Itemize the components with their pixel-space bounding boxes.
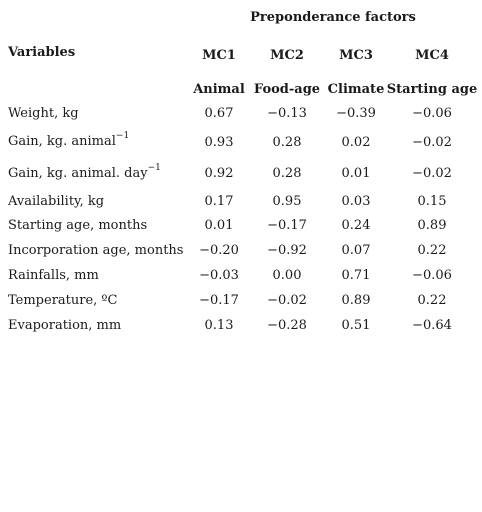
row-label-text: Evaporation, mm	[8, 318, 122, 333]
row-label-text: Starting age, months	[8, 218, 148, 233]
table-cell: 0.03	[341, 194, 371, 209]
table-cell: −0.06	[412, 268, 452, 283]
table-cell: 0.71	[341, 268, 371, 283]
column-code-2: MC2	[270, 48, 304, 63]
table-cell: −0.02	[267, 293, 307, 308]
table-cell: −0.02	[412, 135, 452, 150]
table-cell: 0.15	[417, 194, 447, 209]
column-name-1: Animal	[193, 82, 245, 97]
table-cell: 0.17	[204, 194, 234, 209]
table-cell: −0.39	[336, 106, 376, 121]
table-cell: 0.92	[204, 166, 234, 181]
table-cell: 0.13	[204, 318, 234, 333]
table-cell: −0.28	[267, 318, 307, 333]
table-cell: 0.00	[272, 268, 302, 283]
row-label: Rainfalls, mm	[8, 268, 99, 284]
table-cell: 0.24	[341, 218, 371, 233]
row-label-text: Incorporation age, months	[8, 243, 184, 258]
column-code-1: MC1	[202, 48, 236, 63]
table-cell: 0.93	[204, 135, 234, 150]
row-label-text: Gain, kg. animal	[8, 134, 116, 149]
row-label-text: Temperature, ºC	[8, 293, 118, 308]
row-label-superscript: −1	[115, 130, 130, 141]
row-label: Availability, kg	[8, 194, 104, 210]
table-cell: −0.17	[267, 218, 307, 233]
row-label: Incorporation age, months	[8, 243, 183, 259]
column-name-2: Food-age	[253, 82, 321, 97]
table-cell: 0.22	[417, 243, 447, 258]
table-cell: −0.13	[267, 106, 307, 121]
column-name-3: Climate	[327, 82, 385, 97]
table-cell: −0.03	[199, 268, 239, 283]
table-cell: 0.28	[272, 166, 302, 181]
table-cell: 0.95	[272, 194, 302, 209]
column-code-4: MC4	[415, 48, 449, 63]
group-header: Preponderance factors	[250, 10, 416, 25]
table-cell: 0.89	[341, 293, 371, 308]
column-name-4: Starting age	[386, 82, 478, 97]
table-cell: 0.28	[272, 135, 302, 150]
table-cell: −0.92	[267, 243, 307, 258]
row-label-superscript: −1	[147, 162, 161, 173]
row-label-text: Gain, kg. animal. day	[8, 166, 148, 181]
table-cell: −0.20	[199, 243, 239, 258]
variables-header: Variables	[8, 45, 76, 60]
row-label: Temperature, ºC	[8, 293, 118, 309]
row-label-text: Availability, kg	[8, 194, 105, 209]
row-label: Starting age, months	[8, 218, 147, 234]
table-cell: 0.01	[341, 166, 371, 181]
table-cell: −0.06	[412, 106, 452, 121]
column-code-3: MC3	[339, 48, 373, 63]
table-cell: 0.51	[341, 318, 371, 333]
row-label: Weight, kg	[8, 106, 79, 122]
row-label-text: Rainfalls, mm	[8, 268, 99, 283]
table-cell: 0.89	[417, 218, 447, 233]
table-cell: −0.17	[199, 293, 239, 308]
table-cell: 0.02	[341, 135, 371, 150]
row-label: Evaporation, mm	[8, 318, 121, 334]
table-cell: −0.02	[412, 166, 452, 181]
table-cell: 0.22	[417, 293, 447, 308]
table-cell: 0.07	[341, 243, 371, 258]
table-cell: 0.01	[204, 218, 234, 233]
row-label: Gain, kg. animal−1	[8, 130, 130, 150]
row-label: Gain, kg. animal. day−1	[8, 162, 161, 182]
table-cell: −0.64	[412, 318, 452, 333]
row-label-text: Weight, kg	[8, 106, 79, 121]
table-cell: 0.67	[204, 106, 234, 121]
